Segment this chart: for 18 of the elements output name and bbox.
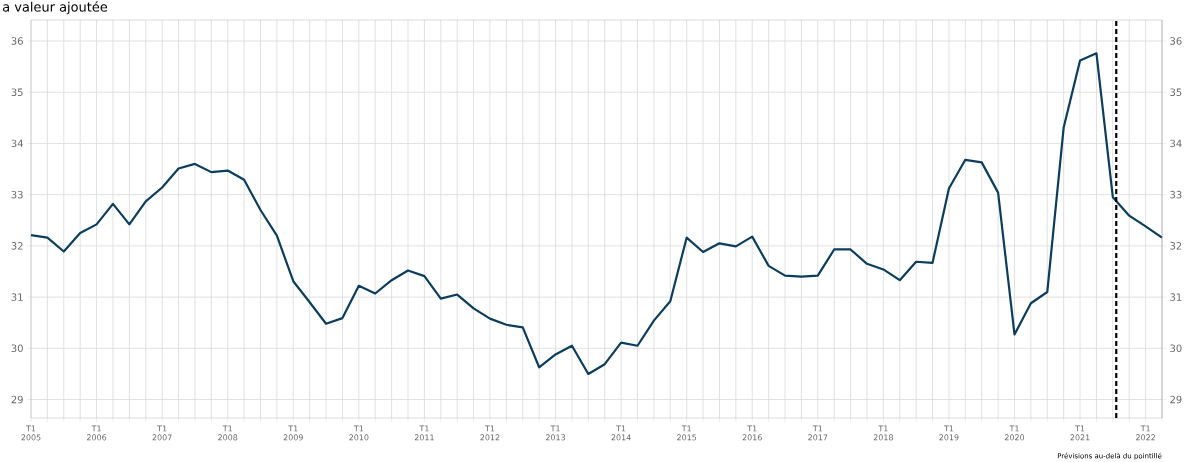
y-tick-label: 30	[11, 344, 23, 353]
y-tick-label: 34	[11, 139, 23, 148]
y2-tick-label: 31	[1170, 293, 1182, 301]
y2-tick-label: 33	[1170, 190, 1182, 199]
y2-tick-label: 30	[1170, 344, 1182, 353]
chart-title: a valeur ajoutée	[2, 1, 108, 15]
y2-tick-label: 35	[1170, 88, 1182, 96]
y-tick-label: 32	[11, 242, 23, 250]
y2-tick-label: 34	[1170, 139, 1182, 148]
line-series	[29, 52, 1164, 376]
y-tick-label: 36	[11, 37, 23, 45]
y2-tick-label: 29	[1170, 395, 1182, 404]
y-tick-label: 31	[11, 293, 23, 301]
y-tick-label: 35	[11, 88, 23, 96]
y-tick-label: 29	[11, 395, 23, 404]
y2-tick-label: 32	[1170, 242, 1182, 250]
y-tick-label: 33	[11, 190, 23, 199]
y2-tick-label: 36	[1170, 37, 1182, 45]
